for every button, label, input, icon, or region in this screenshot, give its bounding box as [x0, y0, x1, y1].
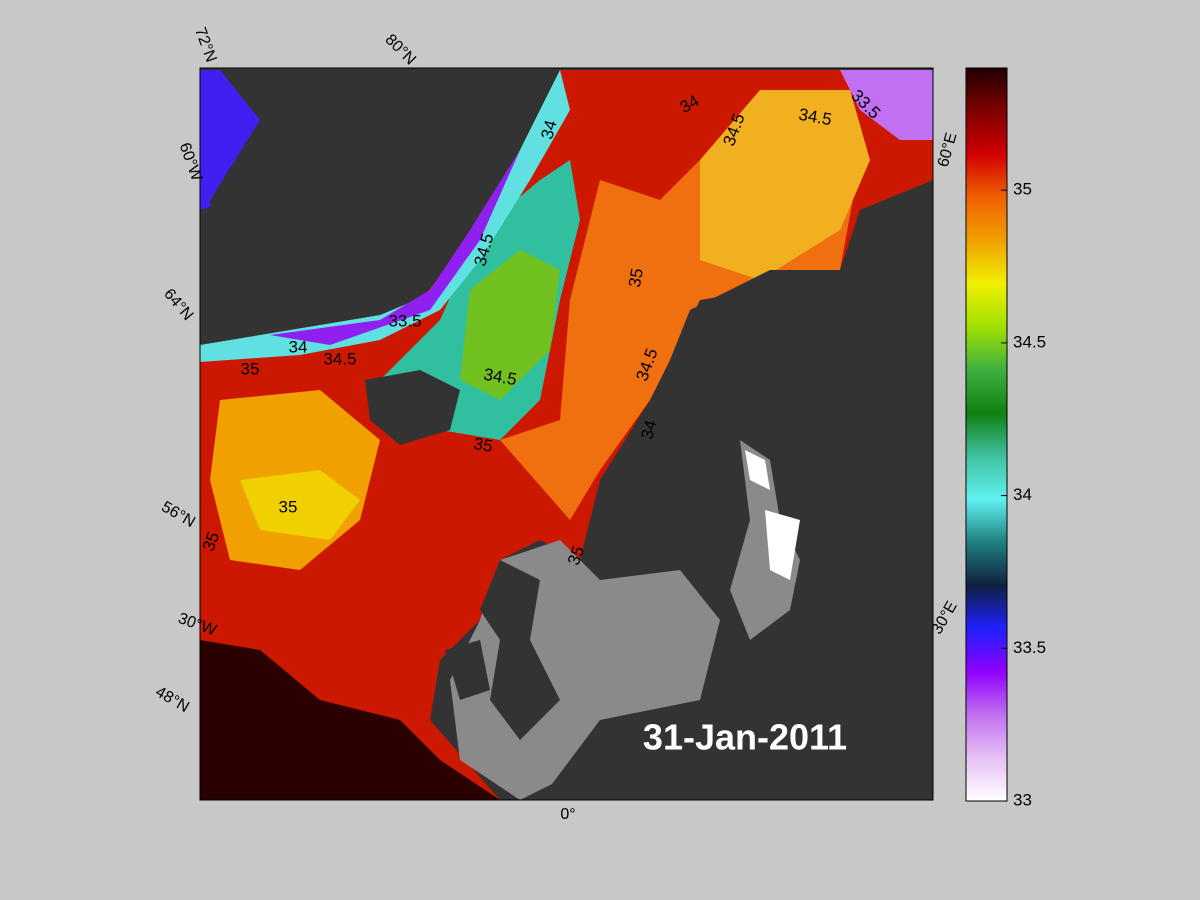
colorbar-axis: 33 33.5 34 34.5 35: [1001, 180, 1046, 809]
date-label: 31-Jan-2011: [643, 717, 847, 758]
grid-label: 0°: [560, 806, 575, 823]
contour-label: 34: [637, 418, 660, 441]
colorbar: [965, 67, 1008, 802]
iceland: [365, 370, 460, 445]
ocean-green: [460, 250, 560, 400]
grid-label: 72°N: [191, 25, 219, 64]
grid-label: 56°N: [158, 498, 197, 531]
baltic: [730, 440, 800, 640]
grid-label: 64°N: [160, 286, 196, 324]
sea-ice: [745, 450, 800, 580]
contour-label: 35: [199, 530, 223, 554]
contour-label: 34.5: [323, 349, 356, 368]
contour-label: 35: [472, 434, 494, 456]
britain: [480, 560, 560, 740]
colorbar-tick-label: 34: [1013, 485, 1032, 504]
continent: [540, 700, 933, 800]
colorbar-tick-label: 33: [1013, 790, 1032, 809]
ocean-deep: [200, 640, 500, 800]
ocean-fresh: [270, 110, 530, 345]
grid-label: 80°N: [382, 31, 419, 68]
map-frame: [199, 67, 934, 801]
ocean-warm: [240, 470, 360, 540]
ocean-fresh: [840, 70, 933, 140]
grid-label: 60°E: [935, 131, 960, 169]
colorbar-tick-label: 34.5: [1013, 332, 1046, 351]
ocean-barents: [700, 90, 870, 280]
grid-label: 30°E: [929, 599, 961, 638]
greenland: [210, 70, 560, 320]
contour-label: 34: [289, 337, 308, 356]
contour-label: 33.5: [388, 311, 421, 330]
colorbar-tick-label: 33.5: [1013, 638, 1046, 657]
contour-label: 35: [279, 497, 298, 516]
contour-label: 35: [241, 359, 260, 378]
contour-label: 35: [625, 267, 647, 289]
grid-label: 48°N: [152, 683, 191, 716]
contour-label: 34: [537, 118, 560, 141]
ireland: [445, 640, 490, 700]
scandinavia: [610, 270, 933, 640]
colorbar-tick-label: 35: [1013, 180, 1032, 199]
